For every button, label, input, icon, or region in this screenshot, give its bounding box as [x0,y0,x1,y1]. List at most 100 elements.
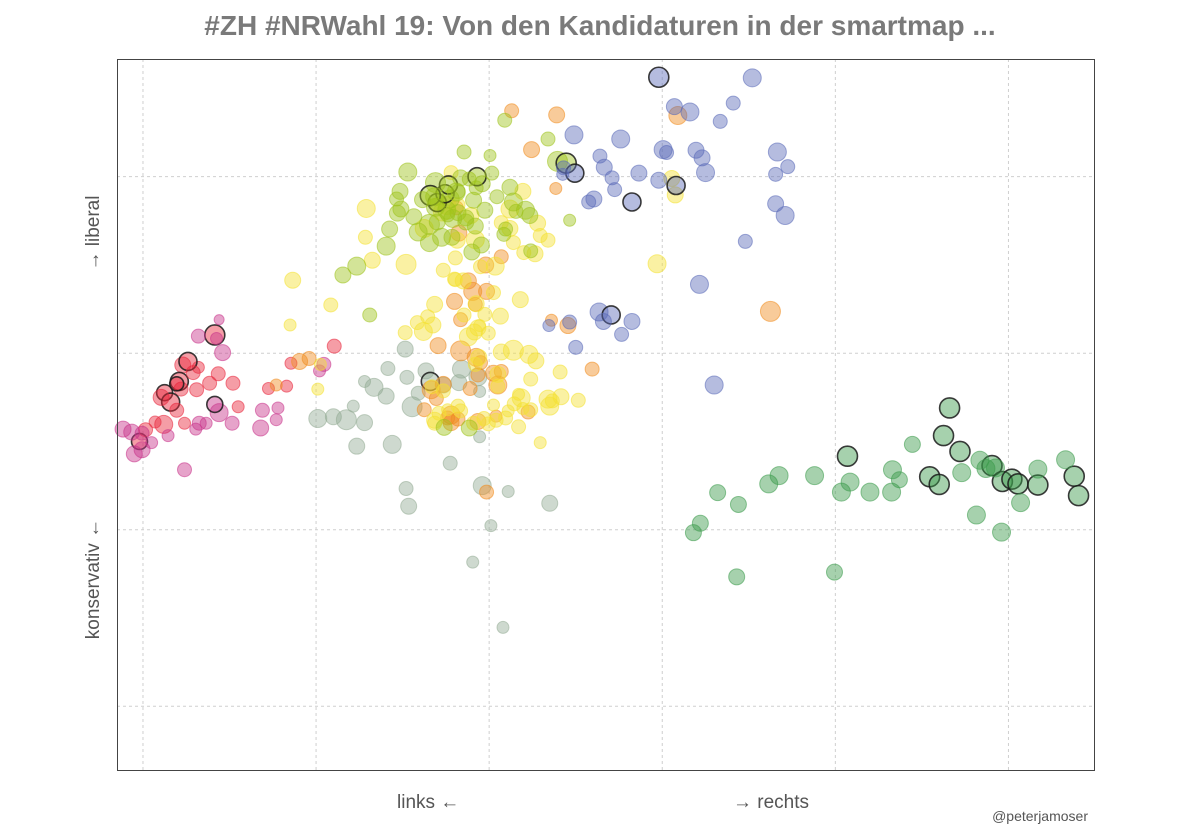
data-point-grey [473,430,487,444]
data-point-green [1056,450,1076,470]
data-point-magenta [209,403,229,423]
data-point-lime [435,418,453,436]
data-point-grey [308,409,328,429]
data-point-yellow [477,306,493,322]
data-point-green [1067,484,1090,507]
data-point-yellow [488,412,504,428]
data-point-yellow [491,307,509,325]
data-point-yellow [502,339,524,361]
data-point-grey [472,476,492,496]
data-point-green [684,524,702,542]
data-point-yellow [323,297,339,313]
y-axis-label-bottom: konservativ ← [83,518,104,640]
data-point-green [769,466,789,486]
data-point-orange [548,106,566,124]
data-point-green [729,495,747,513]
data-point-red [148,415,162,429]
data-point-magenta [254,402,270,418]
data-point-lime [540,131,556,147]
data-point-grey [484,519,498,533]
data-point-yellow [485,256,505,276]
data-point-yellow [511,291,529,309]
data-point-magenta [316,356,332,372]
data-point-magenta [213,314,225,326]
data-point-magenta [161,429,175,443]
data-point-blue [653,140,673,160]
data-point-magenta [224,415,240,431]
data-point-orange [301,351,317,367]
data-point-blue [742,68,762,88]
data-point-green [691,514,709,532]
data-point-green [759,474,779,494]
data-point-blue [737,233,753,249]
data-point-lime [334,266,352,284]
data-point-lime [521,207,539,225]
data-point-lime [465,191,483,209]
data-point-grey [377,387,395,405]
data-point-magenta [189,422,203,436]
data-point-lime [463,243,481,261]
data-point-grey [335,409,357,431]
data-point-lime [347,256,367,276]
data-point-yellow [424,379,440,395]
data-point-yellow [395,253,417,275]
data-point-green [949,440,971,463]
data-point-red [231,400,245,414]
data-point-blue [666,175,686,196]
data-point-magenta [271,401,285,415]
data-point-green [836,445,859,467]
data-point-yellow [532,228,548,244]
data-point-magenta [252,419,270,437]
data-point-yellow [465,323,483,341]
data-point-magenta [190,328,206,344]
data-point-green [840,472,860,492]
data-point-lime [443,228,461,246]
data-point-grey [400,497,418,515]
data-point-orange [446,292,464,310]
data-point-blue [693,149,711,167]
data-point-yellow [448,231,466,249]
data-point-blue [581,194,597,210]
data-point-green [728,568,746,586]
data-point-lime [461,171,477,187]
data-point-red [154,414,174,434]
data-point-orange [450,411,466,427]
data-point-blue [556,167,570,181]
data-point-green [825,563,843,581]
data-point-green [985,458,1005,478]
data-point-lime [483,149,497,163]
data-point-yellow [357,229,373,245]
data-point-magenta [134,425,150,441]
data-point-green [932,424,955,447]
data-point-red [326,338,342,354]
plot-area-frame [117,59,1095,771]
data-point-lime [418,213,440,235]
data-point-magenta [214,344,232,362]
data-point-lime [497,112,513,128]
data-point-magenta [206,395,224,414]
data-point-yellow [447,272,463,288]
data-point-lime [446,182,466,202]
data-point-lime [476,201,494,219]
data-point-blue [630,164,648,182]
data-point-orange [462,381,478,397]
data-point-grey [420,371,441,392]
data-point-yellow [450,398,466,414]
data-point-blue [767,142,787,162]
credit-label: @peterjamoser [992,808,1088,824]
x-axis-label-left: links ← [397,792,460,813]
data-point-yellow [397,325,413,341]
data-point-blue [650,171,668,189]
data-point-yellow [489,365,507,383]
data-point-green [992,522,1012,542]
data-point-orange [269,378,283,392]
data-point-yellow [490,378,506,394]
chart-title: #ZH #NRWahl 19: Von den Kandidaturen in … [204,10,996,41]
data-point-green [952,463,972,483]
data-point-red [185,365,201,381]
data-point-yellow [511,419,527,435]
data-point-lime [424,172,446,194]
data-point-red [280,379,294,393]
data-point-yellow [284,271,302,289]
data-point-red [152,388,170,406]
